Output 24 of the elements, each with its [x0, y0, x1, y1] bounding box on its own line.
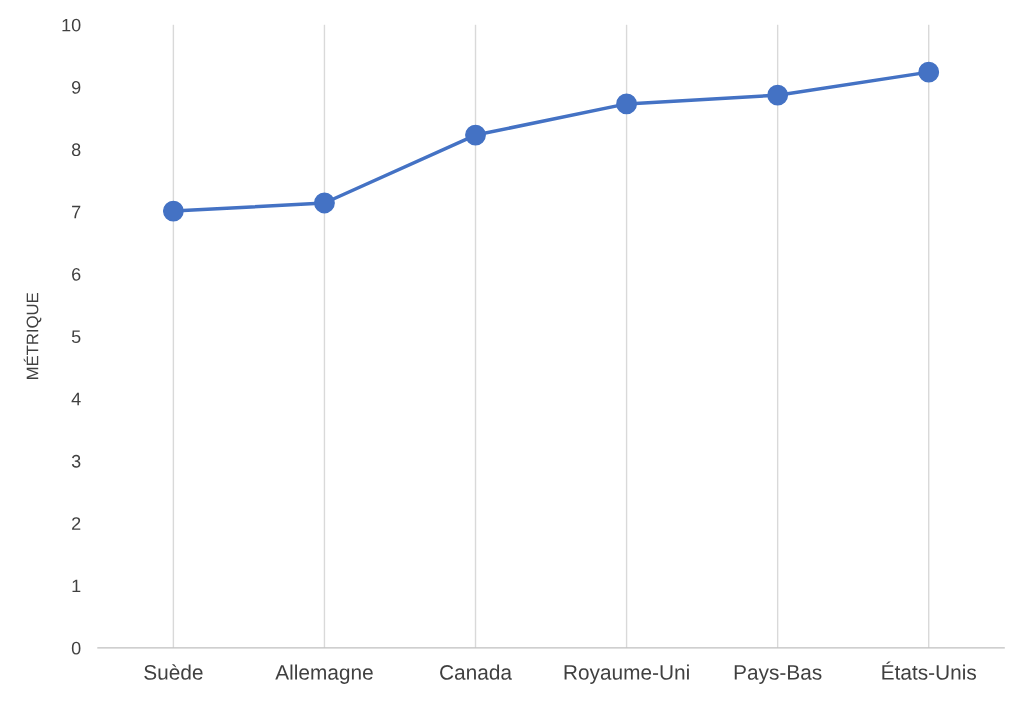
x-tick-label: Suède: [144, 664, 203, 680]
point: [767, 84, 789, 106]
point: [616, 93, 638, 115]
x-tick-label: Allemagne: [275, 664, 373, 684]
y-tick-label: 10: [62, 18, 81, 32]
y-tick-label: 4: [71, 392, 81, 406]
y-tick-label: 1: [72, 579, 81, 593]
x-tick-label: Pays-Bas: [734, 665, 822, 684]
x-tick-label: États-Unis: [882, 661, 977, 680]
y-tick-label: 0: [71, 641, 81, 655]
y-tick-label: 5: [71, 330, 81, 344]
y-axis-title: MÉTRIQUE: [23, 293, 42, 379]
y-tick-label: 8: [71, 143, 81, 157]
point: [465, 124, 486, 146]
y-tick-label: 7: [72, 205, 81, 219]
point: [162, 200, 184, 222]
y-tick-label: 9: [71, 81, 81, 94]
y-tick-label: 2: [72, 517, 81, 530]
x-tick-label: Canada: [440, 664, 513, 680]
point: [918, 61, 940, 83]
point: [314, 192, 335, 214]
x-tick-label: Royaume-Uni: [564, 664, 689, 684]
y-tick-label: 3: [71, 454, 81, 468]
y-tick-label: 6: [72, 267, 81, 281]
